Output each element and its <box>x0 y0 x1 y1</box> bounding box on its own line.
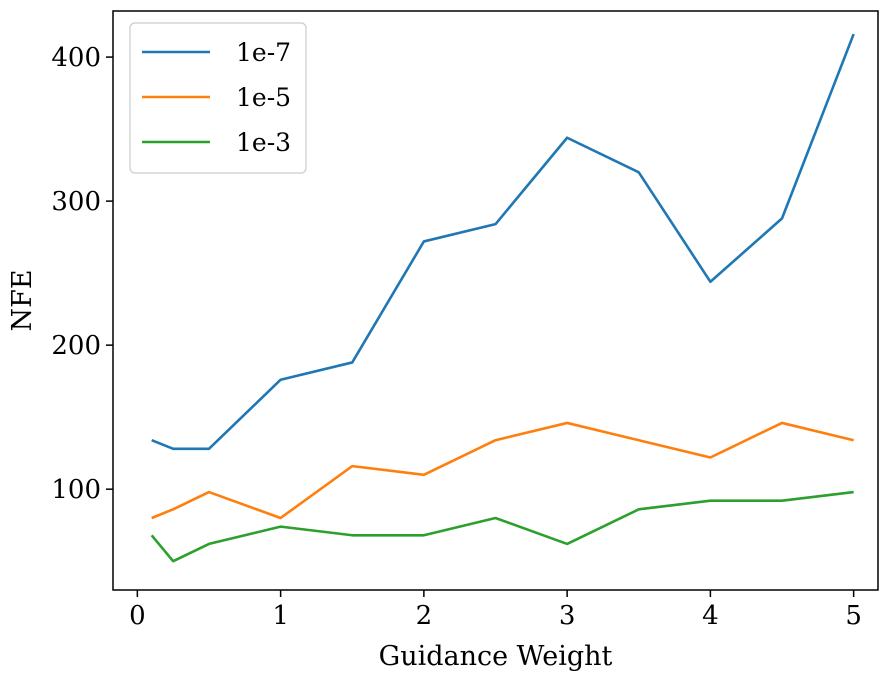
plot-frame <box>112 10 879 591</box>
x-tick-label: 3 <box>559 601 576 631</box>
y-tick-label: 400 <box>51 43 101 73</box>
x-tick-label: 5 <box>845 601 862 631</box>
legend-label: 1e-5 <box>236 83 291 112</box>
legend-label: 1e-7 <box>236 38 291 67</box>
y-axis: 100 200 300 400 <box>51 43 113 505</box>
series-line-1e-7 <box>151 33 855 451</box>
x-tick-label: 4 <box>702 601 719 631</box>
y-tick-label: 100 <box>51 475 101 505</box>
y-tick-label: 300 <box>51 187 101 217</box>
x-tick-label: 1 <box>272 601 289 631</box>
y-axis-label: NFE <box>7 269 38 331</box>
x-tick-label: 0 <box>129 601 146 631</box>
series-lines <box>150 33 855 563</box>
x-axis: 0 1 2 3 4 5 <box>129 590 862 631</box>
legend: 1e-7 1e-5 1e-3 <box>129 22 307 174</box>
series-line-1e-5 <box>151 421 854 520</box>
x-axis-label: Guidance Weight <box>379 641 613 672</box>
legend-label: 1e-3 <box>236 128 291 157</box>
y-tick-label: 200 <box>51 331 101 361</box>
series-line-1e-3 <box>150 490 854 563</box>
x-tick-label: 2 <box>416 601 433 631</box>
legend-box <box>129 22 307 174</box>
